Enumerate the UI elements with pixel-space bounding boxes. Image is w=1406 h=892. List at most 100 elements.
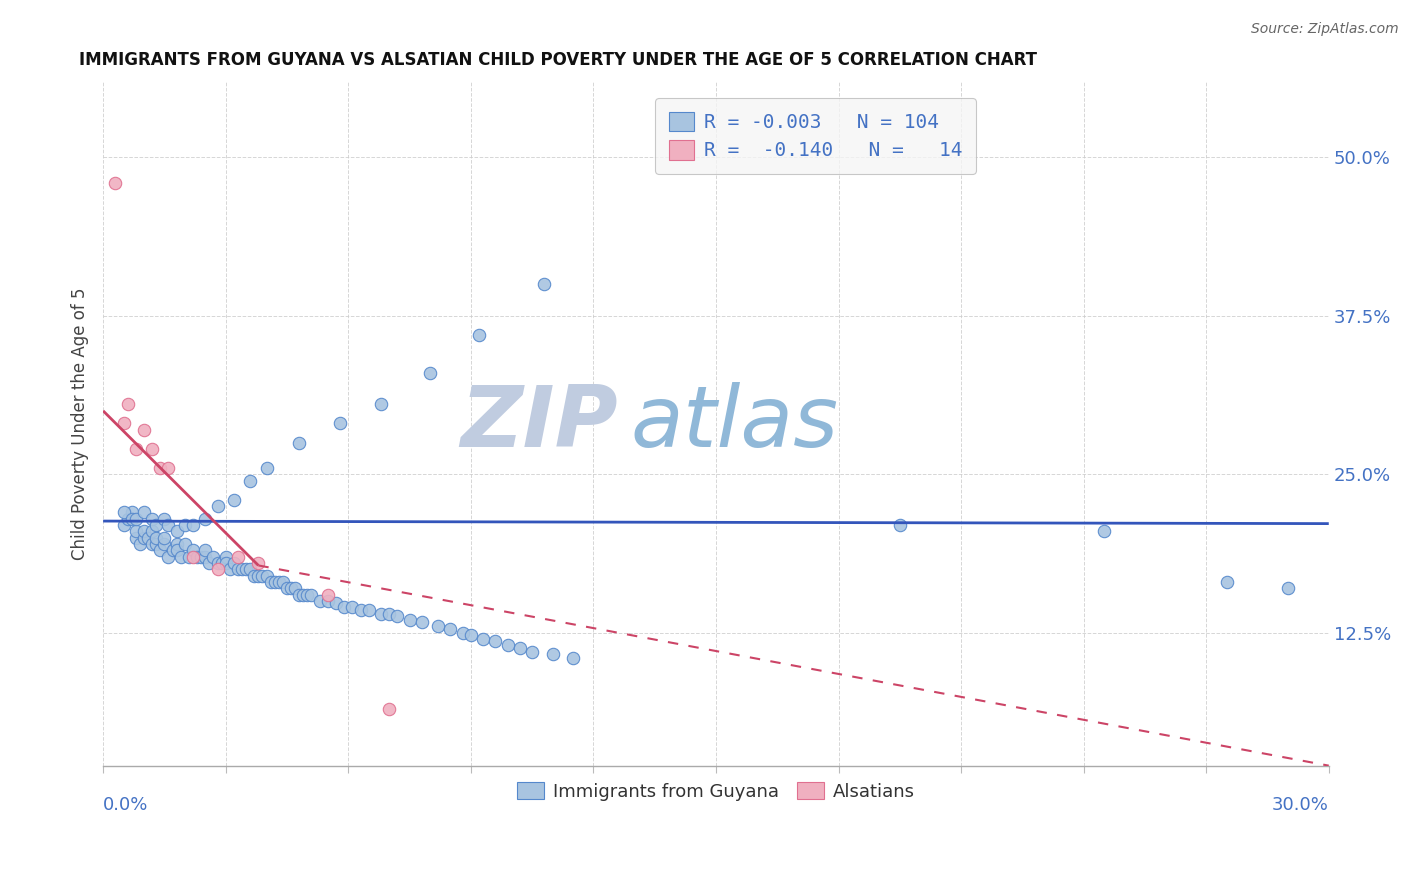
Text: IMMIGRANTS FROM GUYANA VS ALSATIAN CHILD POVERTY UNDER THE AGE OF 5 CORRELATION : IMMIGRANTS FROM GUYANA VS ALSATIAN CHILD… [79,51,1036,69]
Point [439,622,461,636]
Point [370,397,392,411]
Point [562,651,585,665]
Point [301,588,323,602]
Point [153,537,176,551]
Point [370,607,392,621]
Text: atlas: atlas [630,382,838,465]
Point [173,537,195,551]
Point [316,588,339,602]
Point [181,543,204,558]
Point [166,524,188,539]
Point [125,524,148,539]
Point [162,543,184,558]
Point [112,417,135,431]
Point [243,568,266,582]
Point [468,327,491,342]
Point [1277,581,1299,595]
Point [141,524,163,539]
Point [484,634,506,648]
Point [136,531,159,545]
Point [284,581,307,595]
Point [263,574,285,589]
Point [153,531,176,545]
Point [166,537,188,551]
Text: ZIP: ZIP [460,382,617,465]
Point [357,603,380,617]
Point [276,581,298,595]
Point [472,632,495,646]
Point [149,460,172,475]
Point [194,543,217,558]
Point [222,492,245,507]
Point [149,543,172,558]
Point [325,597,347,611]
Point [297,588,319,602]
Point [288,588,311,602]
Point [1215,574,1237,589]
Point [145,531,167,545]
Point [141,511,163,525]
Point [259,574,281,589]
Point [308,594,330,608]
Point [132,524,155,539]
Point [427,619,450,633]
Point [218,562,240,576]
Point [342,600,364,615]
Point [239,474,262,488]
Point [125,511,148,525]
Point [239,562,262,576]
Point [1092,524,1115,539]
Point [378,607,401,621]
Point [194,511,217,525]
Point [132,423,155,437]
Point [533,277,555,292]
Legend: R = -0.003   N = 104, R =  -0.140   N =   14: R = -0.003 N = 104, R = -0.140 N = 14 [655,98,976,174]
Point [333,600,356,615]
Point [132,531,155,545]
Point [215,556,238,570]
Point [398,613,420,627]
Point [541,647,564,661]
Point [247,556,270,570]
Point [252,568,274,582]
Point [496,638,519,652]
Point [378,701,401,715]
Point [231,562,253,576]
Point [125,442,148,456]
Point [288,435,311,450]
Point [316,594,339,608]
Point [104,176,127,190]
Point [509,640,531,655]
Point [211,556,233,570]
Point [132,505,155,519]
Point [207,556,229,570]
Point [157,549,180,564]
Point [226,562,249,576]
Point [247,568,270,582]
Point [121,511,143,525]
Point [117,397,139,411]
Point [121,505,143,519]
Text: 30.0%: 30.0% [1272,797,1329,814]
Point [153,511,176,525]
Point [280,581,302,595]
Point [207,499,229,513]
Point [520,644,543,658]
Point [181,517,204,532]
Point [235,562,257,576]
Point [186,549,208,564]
Point [271,574,294,589]
Point [117,511,139,525]
Point [387,609,409,624]
Point [411,615,433,630]
Point [226,549,249,564]
Point [177,549,200,564]
Point [129,537,152,551]
Point [889,517,911,532]
Point [292,588,315,602]
Point [202,549,225,564]
Point [141,442,163,456]
Text: 0.0%: 0.0% [103,797,149,814]
Point [207,562,229,576]
Point [157,460,180,475]
